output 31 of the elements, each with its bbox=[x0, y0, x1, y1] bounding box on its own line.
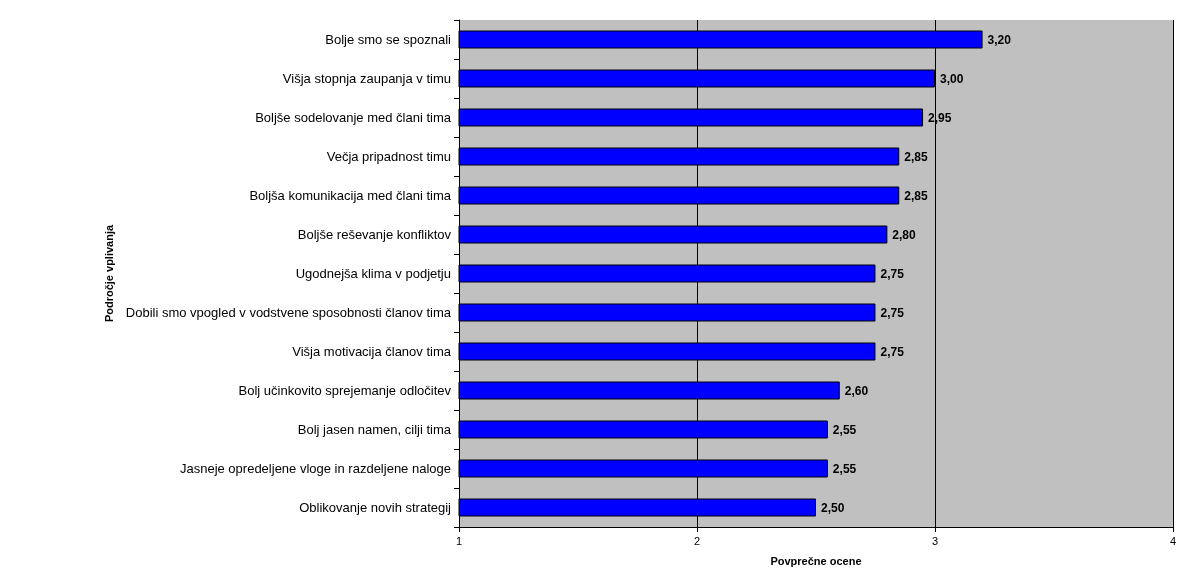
y-tick-label: Višja motivacija članov tima bbox=[292, 344, 452, 359]
y-tick-label: Jasneje opredeljene vloge in razdeljene naloge bbox=[179, 461, 451, 476]
x-axis-title: Povprečne ocene bbox=[770, 554, 862, 567]
y-tick-label: Boljše sodelovanje med člani tima bbox=[255, 110, 452, 125]
y-axis-title: Področje vplivanja bbox=[103, 224, 116, 323]
data-label: 3,00 bbox=[939, 71, 964, 86]
y-tick-label: Bolj učinkovito sprejemanje odločitev bbox=[238, 383, 452, 398]
y-tick-label: Bolje smo se spoznali bbox=[325, 32, 452, 47]
y-tick-label: Bolj jasen namen, cilji tima bbox=[297, 422, 452, 437]
y-tick-label: Boljša komunikacija med člani tima bbox=[249, 188, 452, 203]
y-tick-label: Ugodnejša klima v podjetju bbox=[295, 266, 451, 281]
data-label: 2,60 bbox=[844, 383, 869, 398]
y-tick-label: Višja stopnja zaupanja v timu bbox=[282, 71, 451, 86]
x-tick-label: 1 bbox=[455, 534, 463, 547]
x-tick-label: 3 bbox=[931, 534, 939, 547]
data-label: 2,50 bbox=[820, 500, 845, 515]
x-tick-label: 2 bbox=[693, 534, 701, 547]
y-tick-label: Oblikovanje novih strategij bbox=[299, 500, 452, 515]
data-label: 2,75 bbox=[880, 266, 905, 281]
data-label: 3,20 bbox=[987, 32, 1012, 47]
y-tick-label: Večja pripadnost timu bbox=[326, 149, 451, 164]
data-label: 2,85 bbox=[904, 149, 928, 164]
x-tick-label: 4 bbox=[1169, 534, 1176, 547]
data-label: 2,80 bbox=[892, 227, 917, 242]
data-label: 2,75 bbox=[880, 344, 905, 359]
data-label: 2,55 bbox=[832, 422, 857, 437]
data-label: 2,85 bbox=[904, 188, 928, 203]
y-tick-label: Dobili smo vpogled v vodstvene sposobnosti članov tima bbox=[125, 305, 452, 320]
data-label: 2,75 bbox=[880, 305, 905, 320]
y-tick-label: Boljše reševanje konfliktov bbox=[297, 227, 452, 242]
data-label: 2,55 bbox=[832, 461, 857, 476]
